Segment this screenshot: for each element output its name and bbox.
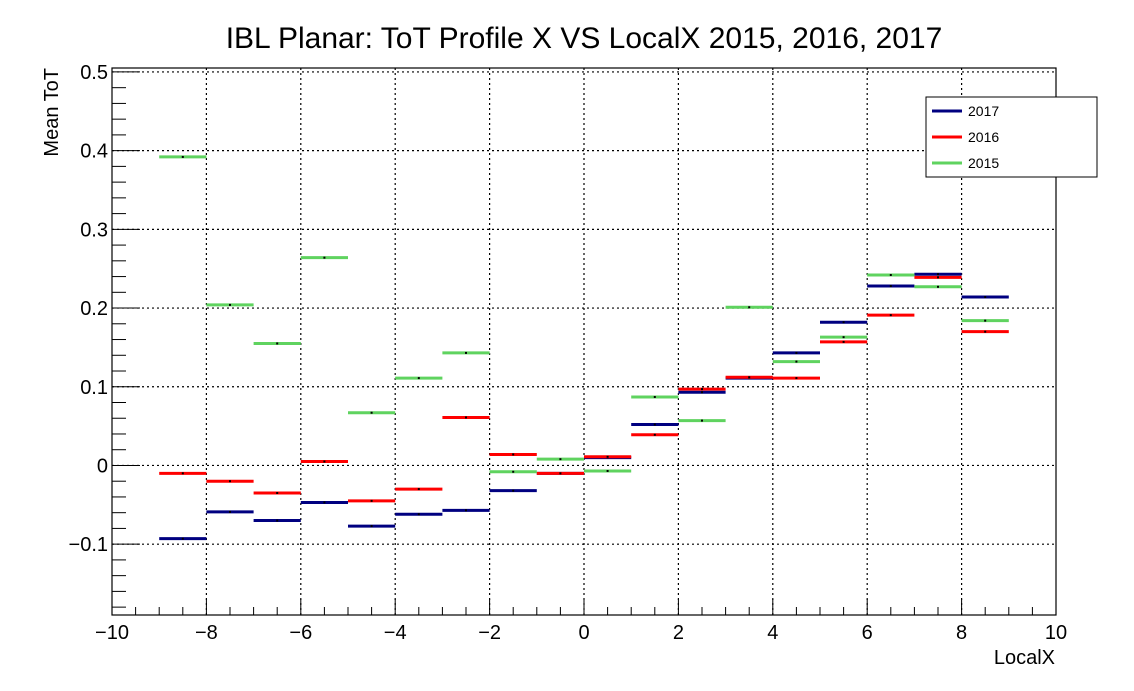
legend-label-2017: 2017 — [968, 103, 999, 119]
series-2015-point — [181, 155, 184, 158]
series-2017-point — [229, 510, 231, 513]
axis-layer: −10 −8 −6 −4 −2 0 2 4 6 8 10 −0.1 0 0.1 0.2 0.3 0.4 0.5 — [69, 62, 1068, 644]
series-2016-point — [889, 314, 892, 317]
x-tick-label: −2 — [478, 622, 501, 644]
x-tick-label: 10 — [1045, 622, 1067, 644]
series-2015-point — [465, 351, 467, 354]
series-2017-point — [370, 525, 373, 528]
series-2017-point — [889, 285, 892, 288]
series-2015-point — [276, 342, 279, 345]
x-tick-label: 6 — [862, 622, 873, 644]
grid-layer — [112, 68, 1056, 615]
series-2016-point — [229, 480, 231, 483]
legend-items: 2017 2016 2015 — [932, 103, 999, 171]
series-2015-point — [937, 285, 939, 288]
series-layer — [159, 155, 1009, 541]
series-2017-point — [181, 537, 184, 540]
series-2015-point — [559, 458, 562, 461]
legend-label-2015: 2015 — [968, 155, 999, 171]
y-tick-label: 0.3 — [80, 219, 108, 241]
x-tick-label: −4 — [384, 622, 407, 644]
series-2015-point — [512, 470, 515, 473]
series-2016-point — [653, 433, 656, 436]
series-2016-point — [181, 472, 184, 475]
series-2016-point — [559, 472, 562, 475]
y-axis-label: Mean ToT — [41, 68, 63, 157]
series-2015 — [159, 155, 1009, 474]
y-tick-label: 0.5 — [80, 62, 108, 84]
series-2017-point — [795, 351, 798, 354]
y-tick-label: 0.4 — [80, 141, 108, 163]
series-2017-point — [417, 513, 420, 516]
series-2015-point — [370, 411, 373, 414]
x-tick-label: 4 — [767, 622, 778, 644]
series-2015-point — [748, 306, 751, 309]
legend: 2017 2016 2015 — [925, 96, 1098, 178]
series-2015-point — [842, 336, 845, 339]
x-axis-label: LocalX — [994, 647, 1055, 669]
chart-title: IBL Planar: ToT Profile X VS LocalX 2015… — [226, 22, 943, 55]
series-2016 — [159, 275, 1009, 503]
series-2015-point — [653, 395, 656, 398]
series-2016-point — [465, 416, 467, 419]
series-2016-point — [842, 340, 845, 343]
series-2015-point — [323, 256, 326, 259]
series-2016-point — [276, 492, 279, 495]
x-tick-label: 8 — [956, 622, 967, 644]
series-2017-point — [701, 391, 703, 394]
series-2015-point — [229, 303, 231, 306]
series-2017-point — [323, 501, 326, 504]
x-tick-label: −10 — [95, 622, 129, 644]
series-2016-point — [417, 488, 420, 491]
series-2017-point — [937, 273, 939, 276]
series-2017-point — [842, 321, 845, 324]
x-tick-label: 2 — [673, 622, 684, 644]
series-2016-point — [984, 330, 987, 333]
series-2017-point — [653, 423, 656, 426]
series-2016-point — [748, 376, 751, 379]
series-2017-point — [984, 296, 987, 299]
series-2016-point — [323, 460, 326, 463]
x-tick-label: −8 — [195, 622, 218, 644]
series-2015-point — [889, 273, 892, 276]
y-tick-label: 0.2 — [80, 298, 108, 320]
legend-label-2016: 2016 — [968, 129, 999, 145]
y-tick-label: −0.1 — [69, 534, 108, 556]
series-2016-point — [701, 388, 703, 391]
y-tick-label: 0 — [97, 455, 108, 477]
series-2017-point — [512, 489, 515, 492]
series-2015-point — [701, 419, 703, 422]
series-2015-point — [417, 377, 420, 380]
series-2015-point — [795, 360, 798, 363]
series-2016-point — [937, 276, 939, 279]
y-tick-label: 0.1 — [80, 377, 108, 399]
series-2017-point — [276, 519, 279, 522]
series-2016-point — [795, 377, 798, 380]
series-2015-point — [606, 469, 609, 472]
series-2016-point — [606, 455, 609, 458]
series-2017-point — [465, 509, 467, 512]
series-2015-point — [984, 319, 987, 322]
x-tick-label: −6 — [289, 622, 312, 644]
series-2016-point — [512, 453, 515, 456]
x-tick-label: 0 — [578, 622, 589, 644]
series-2016-point — [370, 499, 373, 502]
